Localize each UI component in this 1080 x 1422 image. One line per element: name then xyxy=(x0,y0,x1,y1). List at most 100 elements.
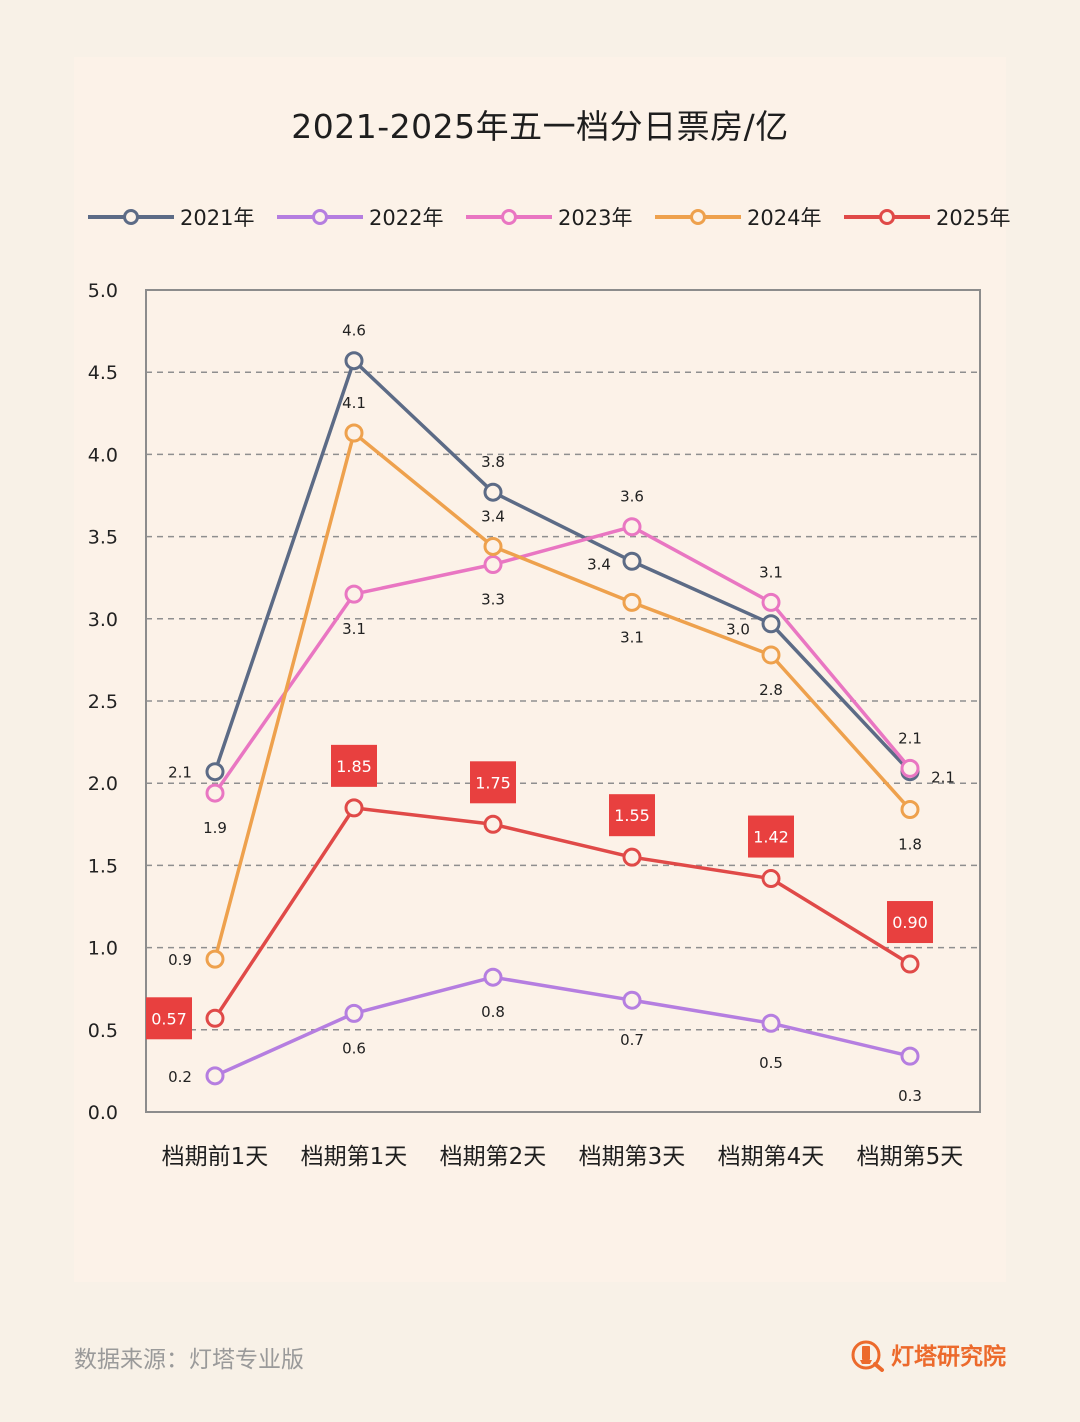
y-tick-label: 4.0 xyxy=(88,444,118,466)
data-point xyxy=(761,869,781,889)
data-label: 2.1 xyxy=(168,764,192,782)
data-point xyxy=(761,614,781,634)
data-label: 0.5 xyxy=(759,1054,783,1072)
legend-label: 2023年 xyxy=(558,206,632,230)
data-point xyxy=(483,967,503,987)
data-label: 0.2 xyxy=(168,1068,192,1086)
data-point xyxy=(900,1046,920,1066)
data-point xyxy=(483,482,503,502)
data-label: 3.3 xyxy=(481,591,505,609)
data-point xyxy=(761,645,781,665)
data-label: 1.9 xyxy=(203,819,227,837)
chart-title: 2021-2025年五一档分日票房/亿 xyxy=(291,107,789,146)
data-point xyxy=(344,423,364,443)
brand-logo: 灯塔研究院 xyxy=(849,1336,1006,1372)
data-label-badge xyxy=(609,794,655,837)
data-label-badge xyxy=(331,744,377,787)
y-tick-label: 1.0 xyxy=(88,938,118,960)
legend-marker xyxy=(690,209,706,225)
y-tick-label: 5.0 xyxy=(88,280,118,302)
data-label: 0.7 xyxy=(620,1031,644,1049)
data-label-badge xyxy=(887,901,933,944)
data-point xyxy=(761,1013,781,1033)
data-point xyxy=(622,990,642,1010)
y-tick-label: 2.5 xyxy=(88,691,118,713)
legend-marker xyxy=(879,209,895,225)
data-source: 数据来源：灯塔专业版 xyxy=(74,1347,304,1373)
legend-marker xyxy=(501,209,517,225)
data-label: 0.8 xyxy=(481,1003,505,1021)
data-label-badge xyxy=(748,815,794,858)
data-point xyxy=(622,517,642,537)
data-label: 0.9 xyxy=(168,951,192,969)
data-label: 0.6 xyxy=(342,1039,366,1057)
data-point xyxy=(344,798,364,818)
data-label: 3.1 xyxy=(759,563,783,581)
data-label: 2.8 xyxy=(759,681,783,699)
data-point xyxy=(205,1008,225,1028)
data-point xyxy=(205,783,225,803)
data-label: 1.8 xyxy=(898,836,922,854)
data-label-badge xyxy=(470,761,516,804)
data-label: 3.4 xyxy=(587,555,611,573)
series-line xyxy=(213,358,912,773)
chart-card xyxy=(74,57,1006,1282)
legend-marker xyxy=(312,209,328,225)
y-tick-label: 1.5 xyxy=(88,855,118,877)
data-label: 0.90 xyxy=(892,913,928,932)
y-tick-label: 3.0 xyxy=(88,609,118,631)
y-tick-label: 4.5 xyxy=(88,362,118,384)
brand-name: 灯塔研究院 xyxy=(891,1344,1006,1370)
data-label: 2.1 xyxy=(898,729,922,747)
data-point xyxy=(205,762,225,782)
line-chart: 0.0 0.5 1.0 1.5 2.0 2.5 3.0 3.5 4.0 4.5 5.0 档期前1天 档期… xyxy=(88,206,1011,1170)
series-line xyxy=(214,975,911,1078)
data-label: 3.1 xyxy=(342,620,366,638)
data-label: 4.6 xyxy=(342,322,366,340)
y-tick-label: 0.0 xyxy=(88,1102,118,1124)
legend-label: 2022年 xyxy=(369,206,443,230)
data-point xyxy=(483,555,503,575)
series-line xyxy=(213,431,912,960)
data-label: 4.1 xyxy=(342,394,366,412)
series-line xyxy=(213,524,912,795)
data-point xyxy=(900,800,920,820)
data-point xyxy=(900,954,920,974)
data-label-badge xyxy=(146,997,192,1040)
data-point xyxy=(761,592,781,612)
data-point xyxy=(344,584,364,604)
legend-label: 2021年 xyxy=(180,206,254,230)
x-tick-label: 档期第5天 xyxy=(857,1144,964,1170)
x-tick-label: 档期第3天 xyxy=(579,1144,686,1170)
series-line xyxy=(213,806,911,1020)
data-label: 1.85 xyxy=(336,757,372,776)
y-tick-label: 2.0 xyxy=(88,773,118,795)
data-point xyxy=(344,351,364,371)
data-label: 3.0 xyxy=(726,621,750,639)
data-label: 3.1 xyxy=(620,628,644,646)
legend-label: 2025年 xyxy=(936,206,1010,230)
data-point xyxy=(344,1003,364,1023)
x-tick-label: 档期第2天 xyxy=(440,1144,547,1170)
data-point xyxy=(622,551,642,571)
data-point xyxy=(205,949,225,969)
data-point xyxy=(483,814,503,834)
data-label: 3.8 xyxy=(481,453,505,471)
data-label: 3.6 xyxy=(620,488,644,506)
y-tick-label: 3.5 xyxy=(88,527,118,549)
legend-label: 2024年 xyxy=(747,206,821,230)
data-label: 1.55 xyxy=(614,806,650,825)
data-label: 1.42 xyxy=(753,828,789,847)
data-point xyxy=(622,592,642,612)
data-point xyxy=(483,536,503,556)
data-label: 1.75 xyxy=(475,773,511,792)
x-tick-label: 档期前1天 xyxy=(162,1144,269,1170)
x-tick-label: 档期第4天 xyxy=(718,1144,825,1170)
lighthouse-icon xyxy=(851,1340,884,1372)
data-label: 0.57 xyxy=(151,1009,187,1028)
data-label: 3.4 xyxy=(481,507,505,525)
data-label: 0.3 xyxy=(898,1087,922,1105)
data-point xyxy=(900,758,920,778)
data-point xyxy=(622,847,642,867)
data-point xyxy=(205,1066,225,1086)
